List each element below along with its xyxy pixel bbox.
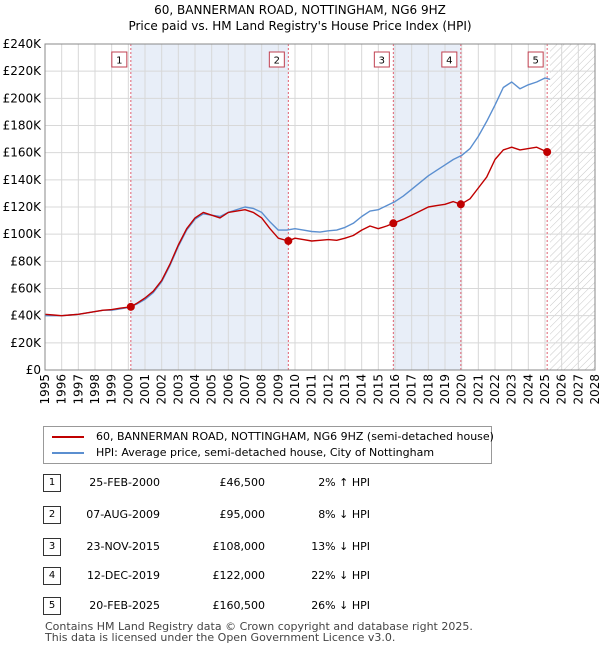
sale-label-box [111, 51, 128, 68]
sale-price: £46,500 [219, 476, 266, 489]
sale-row: 3 23-NOV-2015 £108,000 13% ↓ HPI [0, 538, 600, 558]
x-tick-label: 2008 [255, 374, 269, 405]
sale-hpi-diff: 8% ↓ HPI [318, 508, 370, 521]
sale-point [126, 302, 135, 311]
x-tick-label: 2017 [405, 374, 419, 405]
x-tick-label: 2006 [221, 374, 235, 405]
sale-row: 1 25-FEB-2000 £46,500 2% ↑ HPI [0, 474, 600, 494]
x-tick-label: 2009 [271, 374, 285, 405]
x-tick-label: 1996 [55, 374, 69, 405]
sale-label-box [441, 51, 458, 68]
y-tick-label: £200K [3, 91, 43, 105]
x-tick-label: 2025 [538, 374, 552, 405]
legend-label-property: 60, BANNERMAN ROAD, NOTTINGHAM, NG6 9HZ … [96, 430, 494, 443]
sale-number: 2 [43, 506, 61, 524]
x-tick-label: 2019 [438, 374, 452, 405]
x-tick-label: 2010 [288, 374, 302, 405]
sale-date: 12-DEC-2019 [86, 569, 160, 582]
x-tick-label: 2004 [188, 374, 202, 405]
sale-price: £160,500 [212, 599, 266, 612]
sale-point [543, 147, 552, 156]
x-tick-label: 2021 [471, 374, 485, 405]
sale-price: £95,000 [219, 508, 266, 521]
y-tick-label: £240K [3, 37, 43, 51]
sale-hpi-diff: 22% ↓ HPI [311, 569, 370, 582]
y-tick-label: £120K [3, 200, 43, 214]
legend: 60, BANNERMAN ROAD, NOTTINGHAM, NG6 9HZ … [43, 426, 494, 464]
sale-label-number: 5 [532, 56, 538, 67]
sale-label-number: 2 [274, 56, 280, 67]
legend-swatch-hpi [52, 452, 84, 454]
y-tick-label: £160K [3, 146, 43, 160]
sale-point [389, 219, 398, 228]
x-tick-label: 2011 [305, 374, 319, 405]
x-tick-label: 2028 [588, 374, 600, 405]
sale-row: 5 20-FEB-2025 £160,500 26% ↓ HPI [0, 597, 600, 617]
x-tick-label: 2016 [388, 374, 402, 405]
sale-label-box [527, 51, 544, 68]
sale-date: 25-FEB-2000 [89, 476, 160, 489]
y-tick-label: £220K [3, 64, 43, 78]
x-tick-label: 1995 [38, 374, 52, 405]
sale-date: 07-AUG-2009 [86, 508, 160, 521]
x-tick-label: 2000 [121, 374, 135, 405]
legend-swatch-property [52, 436, 84, 438]
x-tick-label: 2015 [371, 374, 385, 405]
y-tick-label: £60K [10, 282, 42, 296]
x-tick-label: 1999 [105, 374, 119, 405]
legend-label-hpi: HPI: Average price, semi-detached house,… [96, 446, 435, 459]
y-tick-label: £80K [10, 254, 42, 268]
sale-price: £108,000 [212, 540, 266, 553]
y-tick-label: £140K [3, 173, 43, 187]
sale-row: 4 12-DEC-2019 £122,000 22% ↓ HPI [0, 567, 600, 587]
footer-copyright: Contains HM Land Registry data © Crown c… [45, 620, 473, 633]
y-tick-label: £40K [10, 309, 42, 323]
x-tick-label: 2005 [205, 374, 219, 405]
x-tick-label: 2022 [488, 374, 502, 405]
price-chart: 1 2 3 4 5 £0 £20K £40K £60K £80K £100K £120K £140K £… [3, 37, 600, 405]
x-tick-label: 2023 [505, 374, 519, 405]
sale-hpi-diff: 26% ↓ HPI [311, 599, 370, 612]
x-tick-label: 2024 [521, 374, 535, 405]
y-tick-label: £20K [10, 336, 42, 350]
sale-price: £122,000 [212, 569, 266, 582]
footer-licence: This data is licensed under the Open Gov… [45, 631, 396, 644]
sale-number: 1 [43, 474, 61, 492]
plot-frame [44, 43, 596, 371]
x-tick-label: 2012 [321, 374, 335, 405]
sale-number: 3 [43, 538, 61, 556]
x-tick-label: 2001 [138, 374, 152, 405]
sale-hpi-diff: 2% ↑ HPI [318, 476, 370, 489]
sale-date: 20-FEB-2025 [89, 599, 160, 612]
x-tick-label: 2027 [571, 374, 585, 405]
sale-number: 5 [43, 597, 61, 615]
x-tick-label: 1997 [71, 374, 85, 405]
sale-point [284, 236, 293, 245]
sale-label-number: 4 [446, 56, 452, 67]
x-tick-label: 1998 [88, 374, 102, 405]
y-tick-label: £0 [26, 363, 41, 377]
chart-title-line1: 60, BANNERMAN ROAD, NOTTINGHAM, NG6 9HZ [154, 3, 446, 17]
sale-label-box [268, 51, 285, 68]
sale-label-box [373, 51, 390, 68]
sale-point [456, 200, 465, 209]
x-tick-label: 2007 [238, 374, 252, 405]
sale-row: 2 07-AUG-2009 £95,000 8% ↓ HPI [0, 506, 600, 526]
chart-title-line2: Price paid vs. HM Land Registry's House … [128, 19, 472, 33]
sale-date: 23-NOV-2015 [86, 540, 160, 553]
y-tick-label: £180K [3, 119, 43, 133]
x-tick-label: 2002 [155, 374, 169, 405]
x-tick-label: 2026 [555, 374, 569, 405]
sale-label-number: 1 [116, 56, 122, 67]
y-tick-label: £100K [3, 227, 43, 241]
x-tick-label: 2003 [171, 374, 185, 405]
x-tick-label: 2018 [421, 374, 435, 405]
x-tick-label: 2020 [455, 374, 469, 405]
sale-label-number: 3 [379, 56, 385, 67]
sale-number: 4 [43, 567, 61, 585]
x-tick-label: 2014 [355, 374, 369, 405]
sale-hpi-diff: 13% ↓ HPI [311, 540, 370, 553]
x-tick-label: 2013 [338, 374, 352, 405]
